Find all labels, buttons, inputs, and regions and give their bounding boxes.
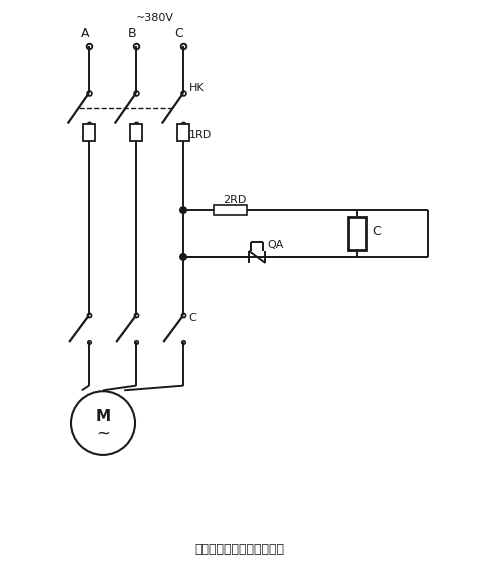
Text: C: C bbox=[174, 27, 183, 40]
Bar bbox=[214, 205, 247, 215]
Text: M: M bbox=[95, 409, 111, 424]
Bar bbox=[130, 124, 142, 141]
Text: A: A bbox=[80, 27, 89, 40]
Text: HK: HK bbox=[189, 83, 204, 93]
Bar bbox=[348, 217, 366, 250]
Circle shape bbox=[180, 254, 186, 260]
Text: QA: QA bbox=[268, 239, 284, 250]
Bar bbox=[83, 124, 95, 141]
Text: 2RD: 2RD bbox=[223, 195, 246, 205]
Bar bbox=[177, 124, 189, 141]
Text: 1RD: 1RD bbox=[189, 130, 212, 140]
Text: B: B bbox=[127, 27, 136, 40]
Text: C: C bbox=[189, 313, 196, 323]
Circle shape bbox=[180, 207, 186, 213]
Circle shape bbox=[71, 391, 135, 455]
Text: C: C bbox=[372, 225, 380, 238]
Text: ~: ~ bbox=[96, 425, 110, 442]
Text: ~380V: ~380V bbox=[136, 13, 174, 23]
Text: 用按钮点动控制电动机起停: 用按钮点动控制电动机起停 bbox=[194, 543, 285, 556]
